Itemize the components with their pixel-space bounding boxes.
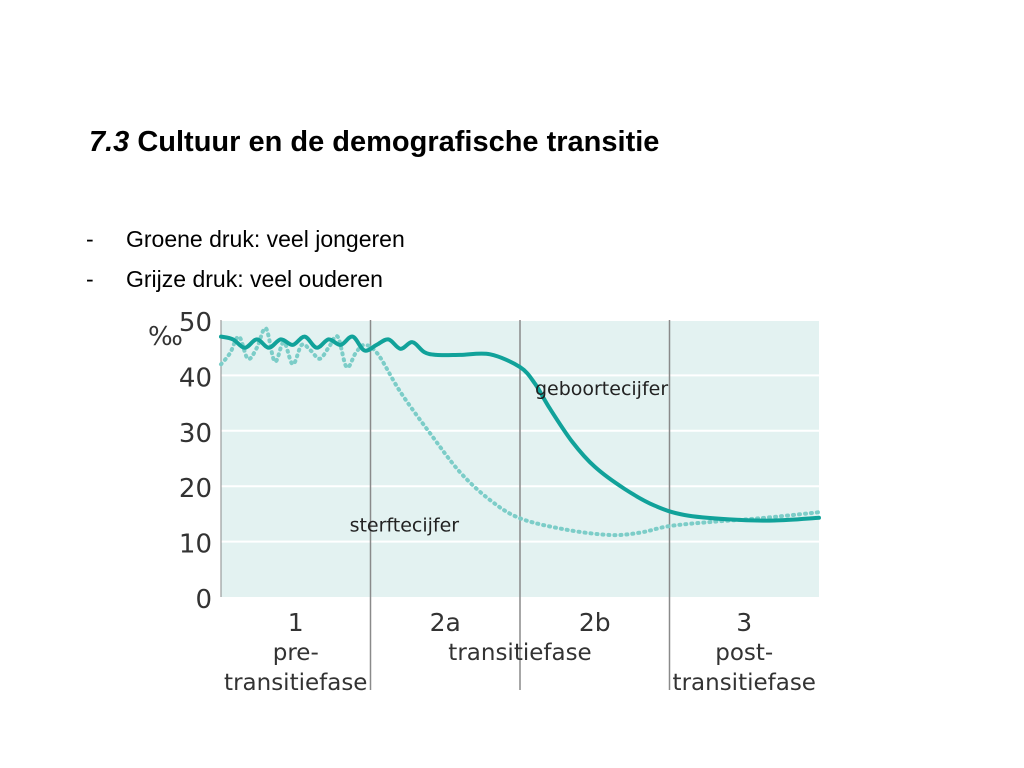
phase-number-label: 3 [736,608,752,637]
phase-number-label: 2a [430,608,461,637]
bullet-text: Groene druk: veel jongeren [126,226,405,252]
phase-name-label: transitiefase [673,670,816,696]
y-tick-label: 10 [179,530,212,560]
annotation-label: geboortecijfer [535,378,668,400]
bullet-item: - Groene druk: veel jongeren [86,224,405,264]
bullet-item: - Grijze druk: veel ouderen [86,264,405,304]
phase-number-label: 2b [579,608,611,637]
phase-name-label: transitiefase [224,670,367,696]
bullet-dash: - [86,266,94,292]
phase-name-label: transitiefase [448,640,591,666]
y-tick-label: 50 [179,308,212,338]
phase-name-label: pre- [273,640,319,666]
y-tick-label: 0 [195,585,212,615]
title-text: Cultuur en de demografische transitie [137,126,660,158]
y-tick-label: 20 [179,474,212,504]
bullet-list: - Groene druk: veel jongeren - Grijze druk… [86,224,405,304]
phase-name-label: post- [715,640,773,666]
y-axis-label: ‰ [148,322,183,352]
phase-number-label: 1 [288,608,304,637]
bullet-text: Grijze druk: veel ouderen [126,266,383,292]
y-tick-label: 40 [179,363,212,393]
bullet-dash: - [86,226,94,252]
series-line-sterftecijfer [219,326,821,538]
series-line-geboortecijfer [219,334,821,523]
annotation-label: sterftecijfer [350,515,460,537]
title-number: 7.3 [89,126,130,158]
y-tick-label: 30 [179,419,212,449]
slide-title: 7.3 Cultuur en de demografische transitie [89,126,659,159]
